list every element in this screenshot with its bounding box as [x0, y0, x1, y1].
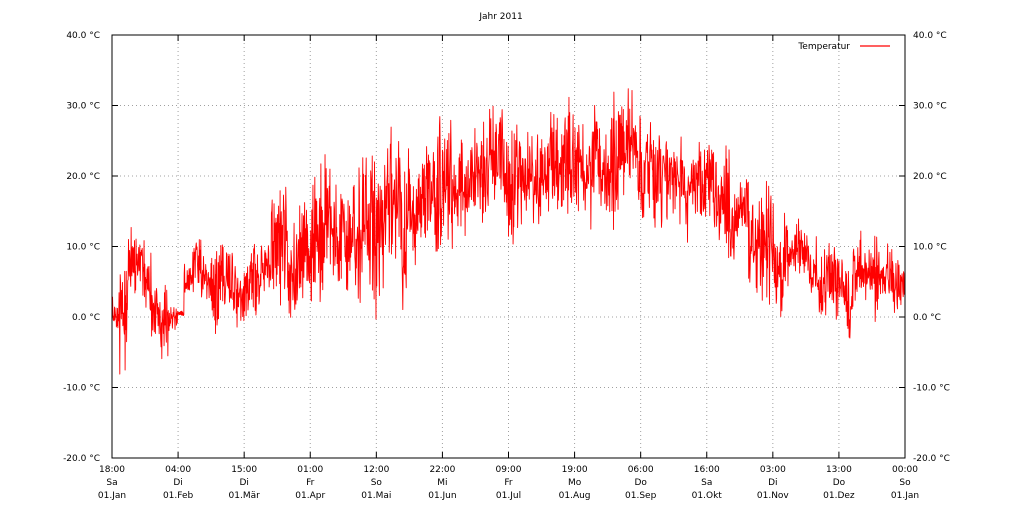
- x-tick-label: Sa: [701, 478, 712, 488]
- x-tick-label: Di: [239, 478, 248, 488]
- x-tick-label: Do: [833, 478, 846, 488]
- x-tick-label: Di: [768, 478, 777, 488]
- x-tick-label: 04:00: [165, 465, 191, 475]
- x-tick-label: 01.Jan: [891, 491, 919, 501]
- x-tick-label: 00:00: [892, 465, 918, 475]
- y-axis-ticks: 40.0 °C 40.0 °C 30.0 °C 30.0 °C 20.0 °C 20.0 …: [63, 31, 950, 464]
- x-tick-label: Di: [173, 478, 182, 488]
- y-tick-label-right: 20.0 °C: [913, 172, 947, 182]
- y-tick-label-left: -20.0 °C: [63, 454, 100, 464]
- x-tick-label: 01.Nov: [757, 491, 790, 501]
- x-tick-label: 01.Jul: [496, 491, 521, 501]
- x-tick-label: 01:00: [297, 465, 323, 475]
- y-tick-label-left: -10.0 °C: [63, 384, 100, 394]
- x-tick-label: 01.Sep: [625, 491, 657, 501]
- x-axis-ticks: 18:00 Sa 01.Jan 04:00 Di 01.Feb 15:00 Di 01.Mär 0…: [98, 35, 919, 501]
- y-tick-label-right: 0.0 °C: [913, 313, 941, 323]
- legend-label-temperatur: Temperatur: [797, 42, 850, 52]
- x-tick-label: 09:00: [496, 465, 522, 475]
- y-tick-label-right: 10.0 °C: [913, 243, 947, 253]
- y-tick-label-left: 20.0 °C: [66, 172, 100, 182]
- x-tick-label: 01.Okt: [692, 491, 723, 501]
- x-tick-label: So: [371, 478, 383, 488]
- y-tick-label-left: 0.0 °C: [72, 313, 100, 323]
- x-tick-label: 01.Aug: [559, 491, 591, 501]
- legend: Temperatur: [797, 42, 890, 52]
- y-tick-label-right: -10.0 °C: [913, 384, 950, 394]
- x-tick-label: 16:00: [694, 465, 720, 475]
- x-tick-label: 01.Dez: [823, 491, 855, 501]
- series-layer: [112, 88, 906, 375]
- plot-frame: [111, 34, 906, 459]
- x-tick-label: 01.Mai: [361, 491, 391, 501]
- y-tick-label-right: 30.0 °C: [913, 102, 947, 112]
- y-tick-label-left: 40.0 °C: [66, 31, 100, 41]
- x-tick-label: Mi: [437, 478, 447, 488]
- y-tick-label-left: 30.0 °C: [66, 102, 100, 112]
- x-tick-label: 01.Apr: [295, 491, 325, 501]
- x-tick-label: 01.Jan: [98, 491, 126, 501]
- x-tick-label: 15:00: [231, 465, 257, 475]
- x-tick-label: 01.Feb: [163, 491, 194, 501]
- x-tick-label: So: [899, 478, 911, 488]
- x-tick-label: 12:00: [363, 465, 389, 475]
- x-tick-label: 06:00: [628, 465, 654, 475]
- x-tick-label: 19:00: [562, 465, 588, 475]
- y-tick-label-right: 40.0 °C: [913, 31, 947, 41]
- y-tick-label-left: 10.0 °C: [66, 243, 100, 253]
- x-tick-label: Fr: [504, 478, 513, 488]
- series-line-temperatur: [112, 88, 906, 375]
- x-tick-label: 01.Jun: [428, 491, 456, 501]
- x-tick-label: Fr: [306, 478, 315, 488]
- x-tick-label: 03:00: [760, 465, 786, 475]
- x-tick-label: 13:00: [826, 465, 852, 475]
- y-tick-label-right: -20.0 °C: [913, 454, 950, 464]
- x-tick-label: 22:00: [429, 465, 455, 475]
- chart-title: Jahr 2011: [478, 12, 522, 22]
- x-tick-label: Sa: [106, 478, 117, 488]
- x-tick-label: Mo: [568, 478, 582, 488]
- x-tick-label: 01.Mär: [229, 491, 261, 501]
- x-tick-label: 18:00: [99, 465, 125, 475]
- x-tick-label: Do: [634, 478, 647, 488]
